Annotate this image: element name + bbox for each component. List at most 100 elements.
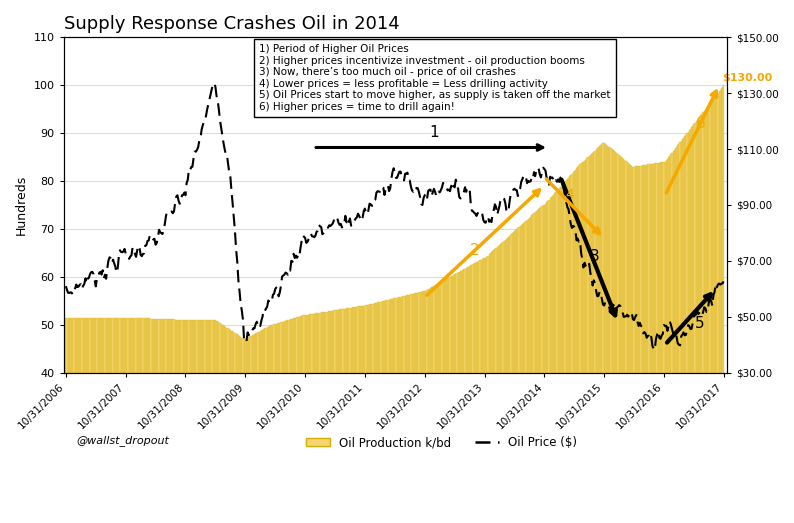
- Bar: [241, 337, 242, 523]
- Bar: [423, 291, 424, 523]
- Bar: [110, 317, 111, 523]
- Bar: [641, 166, 642, 523]
- Bar: [265, 328, 267, 523]
- Bar: [619, 156, 621, 523]
- Bar: [446, 279, 447, 523]
- Bar: [454, 275, 455, 523]
- Bar: [298, 317, 299, 523]
- Bar: [259, 332, 260, 523]
- Bar: [601, 144, 603, 523]
- Bar: [388, 300, 390, 523]
- Bar: [491, 253, 492, 523]
- Bar: [722, 87, 723, 523]
- Bar: [238, 335, 239, 523]
- Bar: [699, 117, 700, 523]
- Bar: [688, 130, 690, 523]
- Bar: [506, 238, 507, 523]
- Bar: [72, 317, 73, 523]
- Bar: [124, 317, 125, 523]
- Bar: [280, 322, 282, 523]
- Bar: [518, 227, 519, 523]
- Bar: [382, 301, 383, 523]
- Bar: [684, 137, 685, 523]
- Y-axis label: Hundreds: Hundreds: [15, 175, 28, 235]
- Bar: [80, 317, 82, 523]
- Bar: [282, 322, 283, 523]
- Bar: [390, 299, 391, 523]
- Bar: [205, 320, 206, 523]
- Bar: [313, 314, 314, 523]
- Bar: [202, 320, 203, 523]
- Bar: [629, 164, 630, 523]
- Bar: [599, 146, 600, 523]
- Bar: [65, 317, 67, 523]
- Bar: [316, 313, 317, 523]
- Bar: [590, 155, 591, 523]
- Bar: [223, 325, 224, 523]
- Bar: [418, 292, 419, 523]
- Bar: [232, 332, 233, 523]
- Bar: [87, 317, 88, 523]
- Text: 1: 1: [429, 126, 439, 140]
- Bar: [424, 291, 426, 523]
- Bar: [177, 320, 178, 523]
- Bar: [565, 180, 567, 523]
- Bar: [505, 240, 506, 523]
- Bar: [210, 320, 211, 523]
- Text: 1) Period of Higher Oil Prices
2) Higher prices incentivize investment - oil pro: 1) Period of Higher Oil Prices 2) Higher…: [260, 44, 611, 112]
- Bar: [657, 163, 659, 523]
- Bar: [369, 304, 370, 523]
- Bar: [137, 318, 138, 523]
- Bar: [168, 319, 169, 523]
- Bar: [185, 320, 186, 523]
- Bar: [196, 320, 198, 523]
- Bar: [524, 222, 526, 523]
- Bar: [453, 275, 454, 523]
- Bar: [317, 313, 318, 523]
- Bar: [665, 161, 667, 523]
- Bar: [353, 307, 354, 523]
- Bar: [386, 300, 387, 523]
- Bar: [328, 311, 329, 523]
- Bar: [291, 319, 292, 523]
- Bar: [667, 159, 668, 523]
- Bar: [341, 309, 342, 523]
- Bar: [600, 145, 601, 523]
- Bar: [367, 305, 368, 523]
- Text: @wallst_dropout: @wallst_dropout: [77, 435, 170, 446]
- Bar: [73, 317, 75, 523]
- Bar: [534, 212, 536, 523]
- Bar: [167, 319, 168, 523]
- Bar: [329, 311, 330, 523]
- Bar: [352, 308, 353, 523]
- Bar: [449, 277, 451, 523]
- Bar: [470, 265, 472, 523]
- Bar: [696, 121, 697, 523]
- Bar: [140, 318, 141, 523]
- Bar: [142, 318, 144, 523]
- Bar: [607, 145, 608, 523]
- Bar: [413, 294, 414, 523]
- Bar: [234, 333, 236, 523]
- Bar: [623, 159, 624, 523]
- Bar: [577, 167, 578, 523]
- Bar: [430, 288, 431, 523]
- Bar: [585, 160, 586, 523]
- Bar: [568, 177, 569, 523]
- Bar: [563, 183, 565, 523]
- Bar: [237, 335, 238, 523]
- Bar: [152, 319, 154, 523]
- Bar: [586, 158, 588, 523]
- Bar: [82, 317, 83, 523]
- Bar: [703, 111, 705, 523]
- Bar: [493, 251, 495, 523]
- Text: 6: 6: [696, 116, 706, 131]
- Bar: [637, 166, 638, 523]
- Bar: [608, 146, 609, 523]
- Bar: [473, 264, 475, 523]
- Bar: [436, 285, 437, 523]
- Bar: [542, 205, 544, 523]
- Bar: [393, 299, 395, 523]
- Bar: [567, 179, 568, 523]
- Bar: [188, 320, 190, 523]
